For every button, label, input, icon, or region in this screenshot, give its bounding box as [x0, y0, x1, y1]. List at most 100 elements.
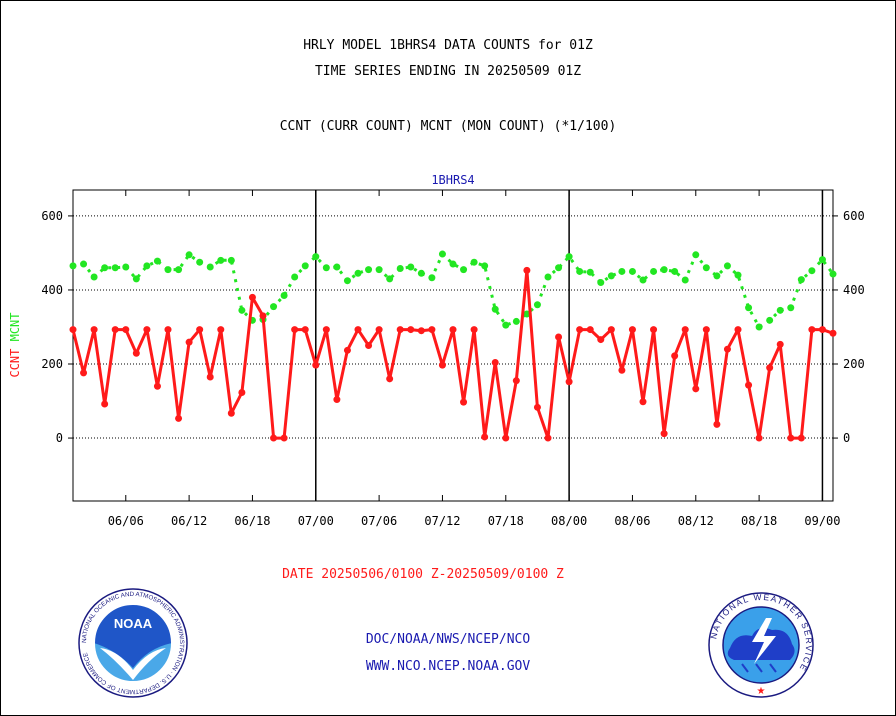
ccnt-data-point: [512, 377, 520, 385]
ccnt-data-point: [470, 326, 478, 334]
ccnt-data-point: [333, 396, 341, 404]
ccnt-data-point: [312, 361, 320, 369]
chart-subtitle: CCNT (CURR COUNT) MCNT (MON COUNT) (*1/1…: [279, 119, 617, 134]
ccnt-data-point: [270, 434, 278, 442]
y-tick-label-left: 200: [41, 357, 63, 371]
mcnt-data-point: [755, 323, 763, 331]
mcnt-data-point: [407, 263, 415, 271]
mcnt-data-point: [481, 262, 489, 270]
ccnt-data-point: [132, 349, 140, 357]
ccnt-data-point: [523, 266, 531, 274]
mcnt-data-point: [227, 256, 235, 264]
noaa-logo-text: NOAA: [114, 616, 153, 631]
ccnt-data-point: [692, 385, 700, 393]
ccnt-data-point: [217, 326, 225, 334]
x-tick-label: 07/12: [424, 514, 460, 528]
ccnt-data-point: [660, 430, 668, 438]
ccnt-data-point: [776, 340, 784, 348]
ccnt-data-point: [650, 326, 658, 334]
footer-agency: DOC/NOAA/NWS/NCEP/NCO: [365, 632, 531, 647]
ccnt-data-point: [227, 409, 235, 417]
ccnt-data-point: [354, 326, 362, 334]
mcnt-data-point: [818, 256, 826, 264]
mcnt-data-point: [312, 253, 320, 261]
ccnt-data-point: [628, 326, 636, 334]
ccnt-series-line: [71, 268, 834, 440]
mcnt-data-point: [206, 263, 214, 271]
mcnt-data-point: [333, 263, 341, 271]
mcnt-data-point: [291, 273, 299, 281]
mcnt-data-point: [280, 292, 288, 300]
mcnt-data-point: [544, 273, 552, 281]
mcnt-data-point: [217, 256, 225, 264]
x-tick-label: 08/00: [551, 514, 587, 528]
mcnt-data-point: [470, 258, 478, 266]
mcnt-data-point: [671, 267, 679, 275]
ccnt-data-point: [766, 364, 774, 372]
ccnt-data-point: [291, 326, 299, 334]
ccnt-data-point: [386, 375, 394, 383]
noaa-logo-icon: NOAA NATIONAL OCEANIC AND ATMOSPHERIC AD…: [78, 588, 188, 698]
y-axis-label-mcnt: MCNT: [8, 312, 22, 341]
mcnt-data-point: [502, 321, 510, 329]
y-tick-label-right: 200: [843, 357, 865, 371]
ccnt-data-point: [555, 333, 563, 341]
mcnt-data-point: [343, 277, 351, 285]
ccnt-data-point: [322, 326, 330, 334]
ccnt-data-point: [111, 326, 119, 334]
mcnt-data-point: [153, 257, 161, 265]
ccnt-data-point: [755, 434, 763, 442]
footer-url[interactable]: WWW.NCO.NCEP.NOAA.GOV: [365, 659, 531, 674]
mcnt-data-point: [618, 267, 626, 275]
chart-title-line-2: TIME SERIES ENDING IN 20250509 01Z: [314, 64, 582, 79]
ccnt-data-point: [248, 293, 256, 301]
mcnt-data-point: [491, 305, 499, 313]
ccnt-data-point: [723, 345, 731, 353]
mcnt-data-point: [386, 275, 394, 283]
mcnt-data-point: [628, 267, 636, 275]
mcnt-data-point: [734, 271, 742, 279]
mcnt-data-point: [565, 253, 573, 261]
mcnt-data-point: [428, 274, 436, 282]
x-tick-label: 06/18: [234, 514, 270, 528]
x-tick-label: 07/00: [298, 514, 334, 528]
svg-text:★: ★: [757, 686, 766, 697]
y-tick-label-right: 600: [843, 209, 865, 223]
mcnt-data-point: [576, 267, 584, 275]
mcnt-data-point: [80, 260, 88, 268]
ccnt-data-point: [671, 352, 679, 360]
x-tick-label: 08/12: [678, 514, 714, 528]
mcnt-data-point: [713, 272, 721, 280]
mcnt-data-point: [185, 251, 193, 259]
y-axis-label-ccnt: CCNT: [8, 349, 22, 378]
mcnt-data-point: [555, 264, 563, 272]
ccnt-data-point: [713, 420, 721, 428]
mcnt-data-point: [143, 262, 151, 270]
ccnt-data-point: [438, 361, 446, 369]
ccnt-data-point: [491, 359, 499, 367]
ccnt-data-point: [818, 326, 826, 334]
ccnt-data-point: [407, 326, 415, 334]
ccnt-data-point: [153, 382, 161, 390]
ccnt-data-point: [502, 434, 510, 442]
mcnt-data-point: [132, 275, 140, 283]
y-tick-label-left: 0: [56, 431, 63, 445]
ccnt-data-point: [787, 434, 795, 442]
x-tick-label: 07/18: [488, 514, 524, 528]
mcnt-data-point: [745, 304, 753, 312]
ccnt-data-point: [607, 326, 615, 334]
ccnt-data-point: [185, 338, 193, 346]
mcnt-data-point: [301, 262, 309, 270]
ccnt-data-point: [576, 326, 584, 334]
ccnt-data-point: [69, 326, 77, 334]
ccnt-data-point: [618, 366, 626, 374]
mcnt-data-point: [196, 258, 204, 266]
ccnt-data-point: [449, 326, 457, 334]
mcnt-data-point: [164, 266, 172, 274]
x-tick-label: 06/12: [171, 514, 207, 528]
mcnt-data-point: [797, 276, 805, 284]
mcnt-data-point: [607, 272, 615, 280]
ccnt-data-point: [143, 326, 151, 334]
ccnt-data-point: [639, 398, 647, 406]
mcnt-data-point: [69, 262, 77, 270]
